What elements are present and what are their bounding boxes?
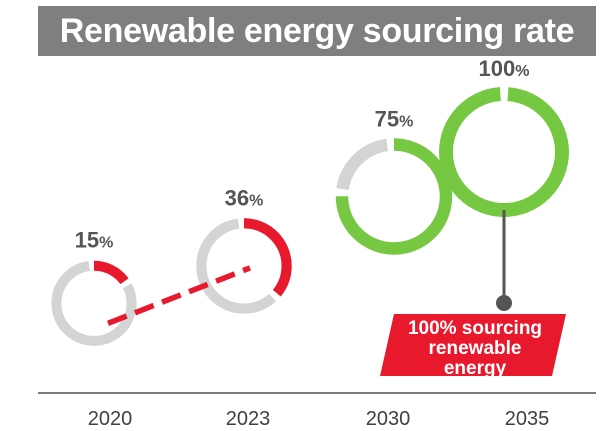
callout-pin [496,295,512,311]
x-tick-label-2023: 2023 [226,408,271,430]
donut-arc-2020 [51,260,137,346]
chart-title: Renewable energy sourcing rate [59,11,575,50]
callout-line-3: energy [444,358,507,379]
donut-arc-2030 [335,138,453,255]
donut-arc-2035 [439,87,569,217]
callout-line-1: 100% sourcing [408,318,542,339]
x-tick-label-2035: 2035 [505,408,550,430]
data-label-2035: 100% [479,56,530,81]
x-tick-label-2030: 2030 [366,408,411,430]
trend-line [107,265,251,326]
data-label-2020: 15% [75,228,114,253]
callout-line-2: renewable [429,338,522,359]
donut-remainder-2023 [196,218,292,314]
donut-remainder-2020 [51,260,137,346]
callout-box [380,314,566,376]
chart-title-bar: Renewable energy sourcing rate [38,6,596,56]
data-label-2030: 75% [375,107,414,132]
data-label-2023: 36% [225,185,264,210]
x-tick-label-2020: 2020 [88,408,133,430]
donut-arc-2023 [196,218,292,314]
